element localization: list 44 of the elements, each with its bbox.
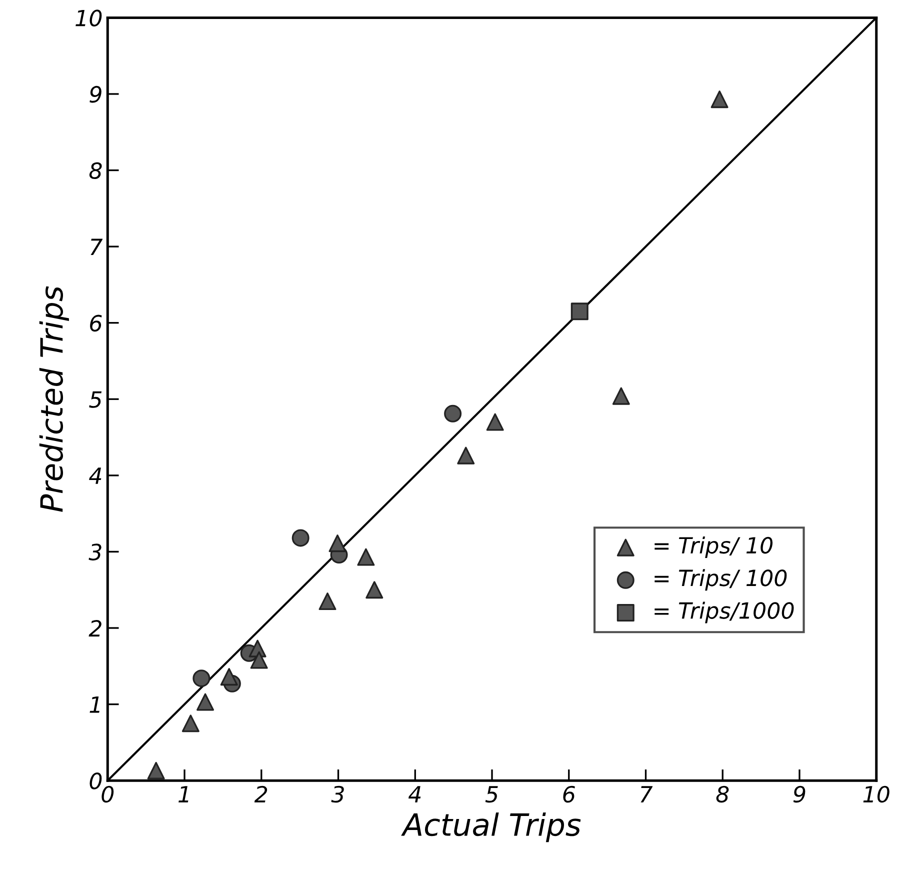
y-tick-label: 8 <box>89 162 102 180</box>
point <box>220 668 238 686</box>
y-tick-label: 2 <box>88 620 102 636</box>
y-tick-label: 9 <box>90 86 102 103</box>
point <box>328 534 346 552</box>
point <box>486 413 504 431</box>
x-tick-label: 3 <box>331 786 344 803</box>
point <box>147 762 165 780</box>
x-tick-label: 6 <box>563 786 575 803</box>
y-tick-label: 3 <box>88 544 102 560</box>
point <box>357 548 375 566</box>
x-tick-label: 7 <box>640 786 653 802</box>
point <box>182 714 200 732</box>
y-axis-title: Predicted Trips <box>39 286 69 512</box>
point <box>318 592 336 610</box>
x-tick-label: 0 <box>102 786 114 803</box>
y-tick-label: 10 <box>76 10 102 26</box>
x-tick-label: 9 <box>793 786 806 803</box>
point <box>250 651 268 669</box>
point <box>457 446 475 464</box>
point <box>196 693 214 711</box>
x-tick-label: 4 <box>408 786 421 802</box>
legend-label: = Trips/ 10 <box>654 536 773 558</box>
y-tick-label: 7 <box>90 238 103 256</box>
point <box>710 90 728 108</box>
point <box>366 581 384 599</box>
y-tick-label: 4 <box>89 468 102 484</box>
point <box>612 387 630 405</box>
point <box>292 529 310 547</box>
x-tick-label: 1 <box>178 786 188 802</box>
y-tick-label: 5 <box>89 391 102 408</box>
x-tick-label: 5 <box>485 786 498 803</box>
point <box>570 302 588 320</box>
y-tick-label: 0 <box>90 772 102 790</box>
y-tick-label: 1 <box>90 696 100 713</box>
x-tick-label: 2 <box>254 786 268 802</box>
legend-label: = Trips/1000 <box>654 602 794 624</box>
point <box>444 404 462 422</box>
legend-label: = Trips/ 100 <box>654 569 787 591</box>
x-axis-title: Actual Trips <box>401 812 581 842</box>
point <box>192 670 210 688</box>
y-tick-label: 6 <box>90 314 102 332</box>
x-tick-label: 8 <box>716 786 729 803</box>
x-tick-label: 10 <box>863 786 890 803</box>
